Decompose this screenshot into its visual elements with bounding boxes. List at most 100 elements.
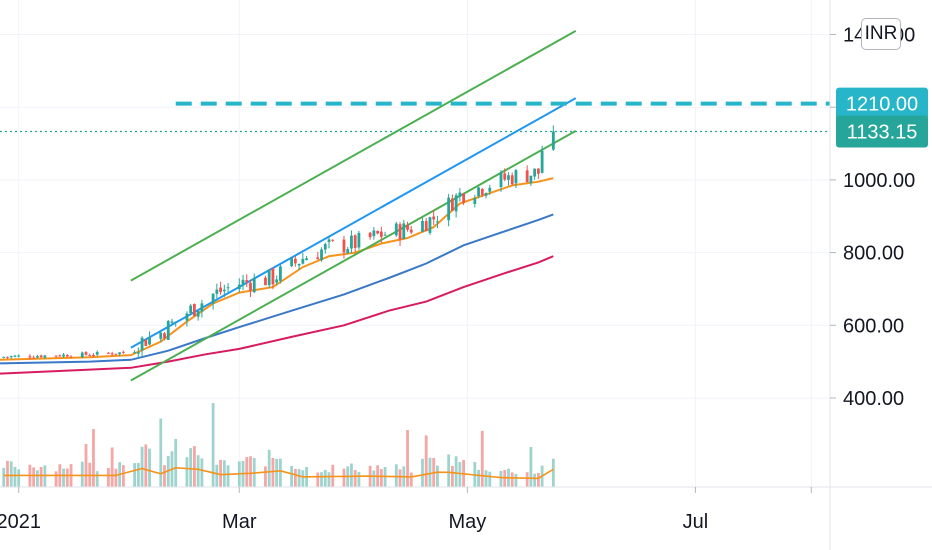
volume-moving-average (3, 466, 554, 480)
candle-body (69, 356, 73, 358)
candle-body (170, 321, 174, 323)
candle-body (454, 195, 458, 212)
candle-body (241, 279, 245, 286)
candle-body (226, 287, 230, 289)
candle-body (350, 235, 353, 249)
volume-bar (107, 467, 110, 487)
volume-bar (200, 458, 204, 487)
candle-body (436, 221, 439, 223)
candle-body (488, 187, 492, 192)
x-tick-label: May (448, 511, 486, 533)
volume-bar (65, 468, 69, 487)
candle-body (402, 223, 406, 239)
volume-bar (39, 466, 43, 487)
volume-bar (6, 460, 9, 487)
candle-body (383, 234, 387, 236)
candle-body (215, 289, 219, 294)
volume-bar (510, 472, 514, 487)
volume-bar (17, 469, 21, 487)
candle-body (193, 303, 196, 316)
candle-body (159, 332, 163, 339)
candle-body (316, 257, 320, 260)
chart-grid (0, 0, 830, 487)
volume-bar (174, 438, 178, 487)
candle-body (458, 192, 462, 197)
candle-body (514, 170, 518, 184)
volume-bar (301, 470, 305, 487)
candle-body (65, 355, 69, 357)
volume-bar (551, 458, 555, 487)
volume-bar (342, 468, 346, 487)
volume-bar (140, 446, 144, 487)
volume-bar (54, 471, 58, 487)
candlesticks (2, 125, 555, 360)
candle-body (32, 357, 36, 359)
candle-body (43, 355, 47, 358)
candle-body (480, 188, 484, 196)
volume-bar (279, 458, 282, 487)
volume-bar (428, 457, 432, 487)
candle-body (536, 168, 540, 174)
volume-bar (185, 457, 189, 487)
candle-body (211, 293, 215, 304)
volume-bar (290, 465, 294, 487)
volume-bar (503, 470, 507, 487)
volume-bar (13, 466, 17, 487)
candle-body (6, 356, 9, 358)
volume-bar (372, 470, 376, 487)
volume-bar (421, 458, 424, 487)
volume-bar (110, 447, 114, 487)
volume-bar (353, 470, 357, 487)
candle-body (267, 269, 271, 286)
candle-body (200, 303, 204, 312)
candle-body (275, 279, 279, 283)
candle-body (92, 354, 95, 356)
volume-bar (327, 472, 331, 487)
candle-body (245, 280, 249, 283)
volume-bar (144, 444, 148, 487)
candle-body (107, 352, 110, 354)
candle-body (196, 311, 200, 317)
candle-body (13, 355, 17, 357)
currency-button[interactable]: INR (861, 18, 901, 50)
volume-bar (264, 466, 267, 487)
candle-body (293, 258, 297, 264)
volume-bar (196, 455, 200, 487)
candle-body (398, 224, 402, 240)
volume-bar (267, 449, 271, 487)
volume-bar (499, 470, 503, 487)
volume-ma-line (3, 466, 554, 480)
candle-body (447, 197, 451, 221)
volume-bar (249, 456, 252, 487)
volume-bar (211, 403, 215, 487)
candle-body (301, 258, 305, 264)
candle-body (462, 193, 466, 203)
candle-body (290, 257, 294, 267)
candle-body (342, 239, 346, 253)
volume-bar (133, 463, 136, 487)
y-tick-label: 800.00 (843, 243, 904, 265)
volume-bar (488, 471, 492, 487)
candle-body (110, 353, 114, 355)
candle-body (9, 356, 13, 358)
candle-body (510, 175, 514, 185)
volume-bar (320, 472, 323, 487)
candle-body (473, 198, 477, 204)
candle-body (17, 355, 21, 357)
candle-body (353, 235, 357, 248)
price-levels (0, 101, 830, 133)
volume-bar (458, 462, 462, 487)
volume-bar (436, 465, 439, 487)
volume-bar (226, 465, 230, 487)
volume-bar (394, 464, 398, 487)
y-tick-label: 400.00 (843, 388, 904, 410)
candle-body (376, 230, 380, 234)
candle-body (394, 223, 398, 236)
candle-body (148, 336, 151, 345)
candle-body (54, 355, 58, 357)
candle-body (144, 339, 148, 346)
candle-body (409, 229, 413, 233)
trend-channel (130, 30, 577, 382)
